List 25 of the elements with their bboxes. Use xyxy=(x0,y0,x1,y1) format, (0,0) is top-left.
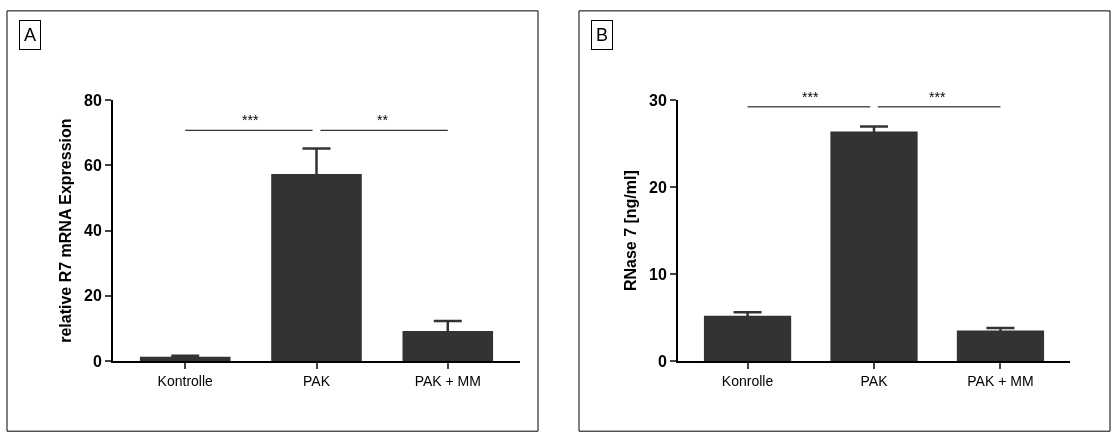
x-tick-label: PAK xyxy=(860,372,889,389)
y-tick-label: 20 xyxy=(649,178,667,196)
x-tick-label: Konrolle xyxy=(721,372,774,389)
y-tick-label: 0 xyxy=(657,352,667,370)
y-tick-label: 10 xyxy=(649,265,667,283)
annotation: *** xyxy=(242,112,259,128)
y-axis-title: RNase 7 [ng/ml] xyxy=(622,170,640,292)
y-tick-label: 0 xyxy=(92,352,102,370)
x-tick-label: PAK xyxy=(303,372,331,389)
x-tick-label: PAK + MM xyxy=(414,372,481,389)
y-tick-label: 60 xyxy=(84,157,102,175)
y-axis-title: relative R7 mRNA Expression xyxy=(57,118,75,343)
annotation: *** xyxy=(929,89,946,105)
y-tick-label: 80 xyxy=(84,91,102,109)
y-tick-label: 40 xyxy=(84,222,102,240)
bar xyxy=(703,315,792,361)
bar xyxy=(956,330,1045,361)
annotation: ** xyxy=(377,112,389,128)
chart-title: B xyxy=(596,25,609,45)
chart-title: A xyxy=(24,25,37,45)
y-tick-label: 30 xyxy=(649,91,667,109)
annotation: *** xyxy=(802,89,819,105)
x-tick-label: PAK + MM xyxy=(967,372,1034,389)
x-tick-label: Kontrolle xyxy=(157,372,214,389)
y-tick-label: 20 xyxy=(84,287,102,305)
